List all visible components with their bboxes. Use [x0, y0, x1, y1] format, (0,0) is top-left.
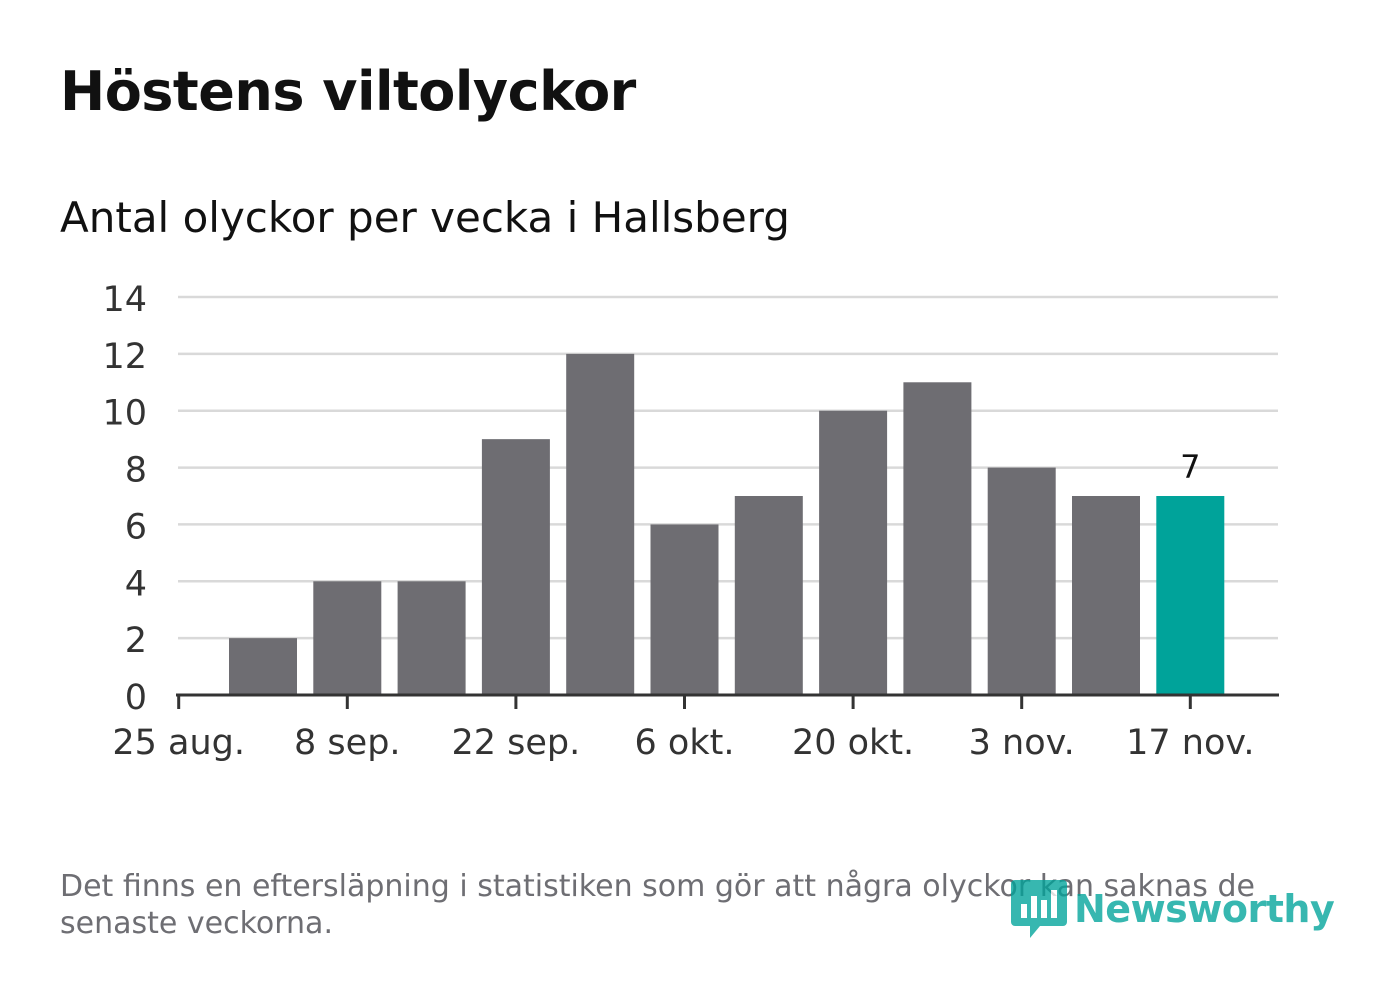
bar: [397, 581, 466, 695]
bar: [650, 524, 719, 695]
y-axis-ticks: 0 2 4 6 8 10 12 14: [102, 280, 147, 718]
x-tick-label: 8 sep.: [294, 723, 401, 763]
y-tick-label: 10: [102, 394, 147, 434]
bar: [903, 382, 972, 695]
chart-title: Höstens viltolyckor: [60, 60, 636, 123]
logo-text: Newsworthy: [1074, 887, 1335, 931]
x-tick-label: 3 nov.: [969, 723, 1075, 763]
bar-chart-badge-icon: [1011, 880, 1067, 938]
y-tick-label: 8: [125, 451, 147, 491]
bar: [229, 638, 297, 695]
y-tick-label: 4: [125, 564, 147, 604]
bar: [987, 467, 1056, 695]
bars: [229, 353, 1225, 695]
x-tick-label: 25 aug.: [112, 723, 245, 763]
data-label: 7: [1180, 448, 1200, 486]
bar: [734, 496, 803, 695]
bar: [1156, 496, 1225, 695]
data-labels: 7: [1180, 448, 1200, 486]
newsworthy-logo[interactable]: Newsworthy: [1010, 876, 1335, 942]
bar: [481, 439, 550, 695]
x-tick-label: 17 nov.: [1126, 723, 1254, 763]
bar: [313, 581, 382, 695]
chart-subtitle: Antal olyckor per vecka i Hallsberg: [60, 193, 790, 242]
x-tick-label: 6 okt.: [635, 723, 735, 763]
y-tick-label: 14: [102, 280, 147, 320]
y-tick-label: 6: [125, 507, 147, 547]
y-tick-label: 0: [125, 678, 147, 718]
bar: [819, 410, 888, 695]
y-tick-label: 12: [102, 337, 147, 377]
x-tick-label: 22 sep.: [452, 723, 581, 763]
x-axis: 25 aug. 8 sep. 22 sep. 6 okt. 20 okt. 3 nov. 1…: [112, 693, 1279, 763]
bar: [566, 353, 635, 695]
bar: [1072, 496, 1140, 695]
y-tick-label: 2: [125, 621, 147, 661]
x-tick-label: 20 okt.: [792, 723, 914, 763]
